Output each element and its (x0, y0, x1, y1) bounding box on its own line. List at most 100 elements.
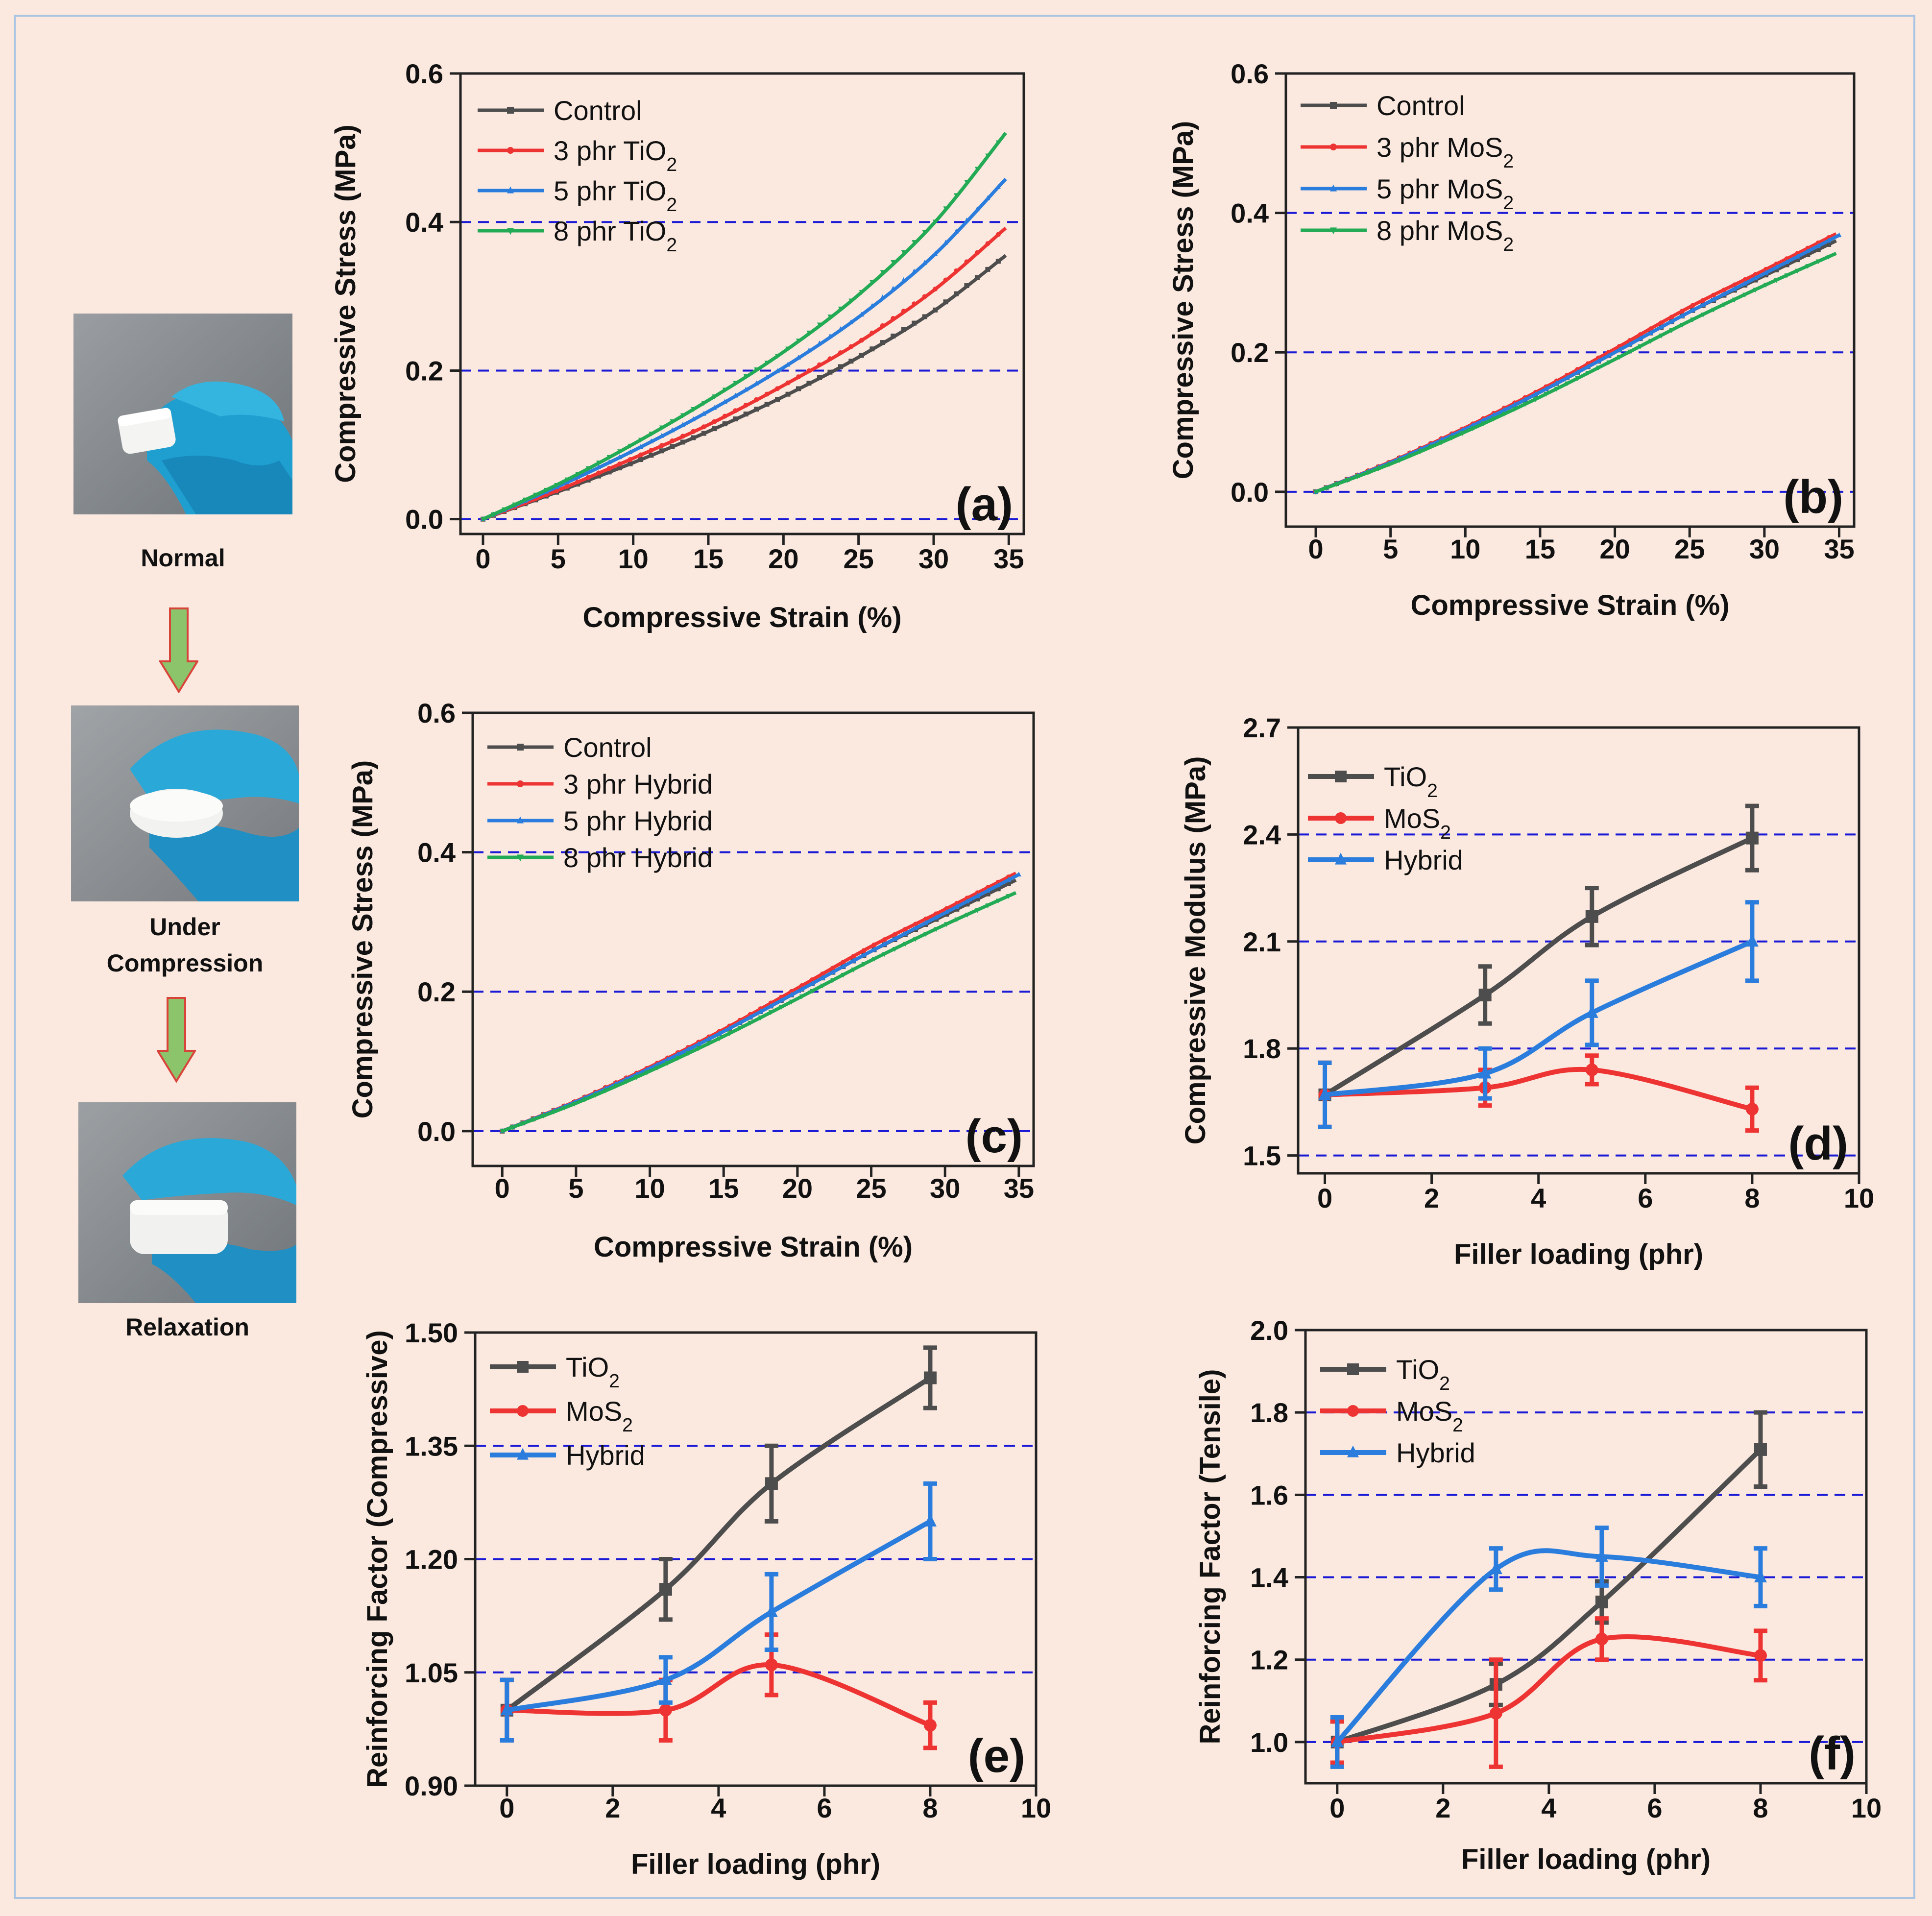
series-4 (1313, 251, 1837, 495)
data-point (913, 922, 918, 927)
data-point (613, 1084, 619, 1089)
data-point (659, 1583, 672, 1596)
data-point (778, 1005, 784, 1010)
y-tick-label: 1.5 (1243, 1140, 1281, 1171)
y-axis-label: Reinforcing Factor (Compressive) (362, 1330, 393, 1788)
x-tick-label: 30 (1749, 534, 1780, 564)
data-point (1585, 1005, 1598, 1018)
x-tick-label: 6 (1638, 1183, 1653, 1213)
data-point (701, 411, 706, 416)
glove-photo-relaxation (78, 1102, 296, 1303)
data-point (1700, 313, 1706, 318)
data-point (638, 444, 643, 449)
data-point (754, 380, 759, 386)
data-point (593, 1092, 598, 1098)
data-point (522, 497, 528, 503)
series-2 (481, 226, 1007, 522)
data-point (670, 419, 675, 425)
data-point (517, 1405, 529, 1417)
series-line (506, 1519, 932, 1713)
data-point (1595, 1632, 1608, 1646)
data-point (1690, 307, 1695, 313)
data-point (1407, 453, 1413, 459)
legend-label: Hybrid (1384, 845, 1463, 875)
data-point (1742, 277, 1748, 282)
y-tick-label: 0.2 (417, 976, 456, 1007)
data-point (1784, 273, 1789, 279)
data-point (985, 903, 990, 909)
data-point (1659, 320, 1664, 326)
data-point (1491, 416, 1497, 422)
data-point (789, 999, 794, 1005)
data-point (891, 260, 896, 265)
data-point (1669, 318, 1674, 324)
data-point (754, 407, 759, 412)
data-point (1700, 298, 1706, 303)
data-point (1763, 272, 1768, 278)
data-point (606, 466, 612, 471)
y-tick-label: 1.35 (405, 1431, 458, 1461)
data-point (912, 301, 917, 307)
data-point (880, 323, 885, 328)
data-point (785, 362, 791, 367)
y-tick-label: 0.0 (405, 504, 443, 535)
data-point (820, 975, 825, 980)
data-point (869, 330, 875, 336)
data-point (922, 314, 927, 319)
data-point (830, 966, 836, 971)
data-point (717, 1036, 722, 1042)
y-tick-label: 0.4 (1231, 198, 1269, 229)
data-point (817, 375, 822, 380)
data-point (901, 327, 906, 332)
y-axis-label: Compressive Stress (MPa) (330, 124, 362, 483)
x-tick-label: 25 (844, 543, 874, 574)
data-point (1606, 352, 1612, 358)
data-point (1330, 227, 1337, 235)
data-point (670, 444, 675, 449)
chart-panel-f: 0 2 4 6 8 10 1.0 1.2 1.4 1.6 1.8 2.0 Filler loading … (1194, 1315, 1882, 1875)
data-point (1345, 478, 1350, 483)
data-point (1805, 264, 1811, 269)
legend-label: 8 phr TiO2 (554, 216, 677, 256)
legend-label: Control (1377, 90, 1465, 121)
chart-panel-a: 0 5 10 15 20 25 30 35 0.0 0.2 0.4 0.6 Compressive St… (330, 58, 1025, 633)
y-tick-label: 0.4 (405, 207, 443, 238)
legend-label: TiO2 (1396, 1354, 1450, 1394)
data-point (691, 429, 696, 434)
data-point (985, 267, 990, 272)
data-point (882, 937, 887, 943)
data-point (541, 1113, 546, 1118)
legend-label: 3 phr TiO2 (554, 135, 677, 175)
legend-label: 8 phr MoS2 (1377, 215, 1514, 255)
data-point (733, 416, 738, 422)
caption-line: Compression (106, 949, 264, 977)
data-point (491, 512, 496, 517)
x-tick-label: 15 (708, 1173, 739, 1204)
data-point (775, 386, 780, 391)
data-point (1617, 355, 1622, 360)
data-point (1745, 1102, 1759, 1116)
x-tick-label: 10 (1844, 1183, 1874, 1213)
series-line (482, 226, 1007, 521)
x-tick-label: 35 (993, 543, 1024, 574)
y-tick-label: 1.50 (405, 1317, 458, 1348)
x-tick-label: 2 (605, 1793, 620, 1823)
down-arrow-icon (157, 997, 196, 1083)
data-point (654, 1066, 660, 1071)
data-point (1489, 1707, 1502, 1720)
data-point (1754, 1649, 1767, 1662)
data-point (743, 387, 749, 392)
y-tick-label: 0.6 (405, 58, 443, 89)
data-point (628, 457, 633, 462)
data-point (1595, 1596, 1608, 1608)
data-point (985, 891, 990, 897)
data-point (1617, 347, 1622, 352)
data-point (617, 465, 623, 471)
data-point (510, 1125, 515, 1130)
data-point (799, 994, 804, 999)
data-point (1335, 771, 1347, 782)
data-point (1711, 296, 1716, 302)
data-point (1544, 392, 1549, 397)
data-point (585, 477, 591, 483)
